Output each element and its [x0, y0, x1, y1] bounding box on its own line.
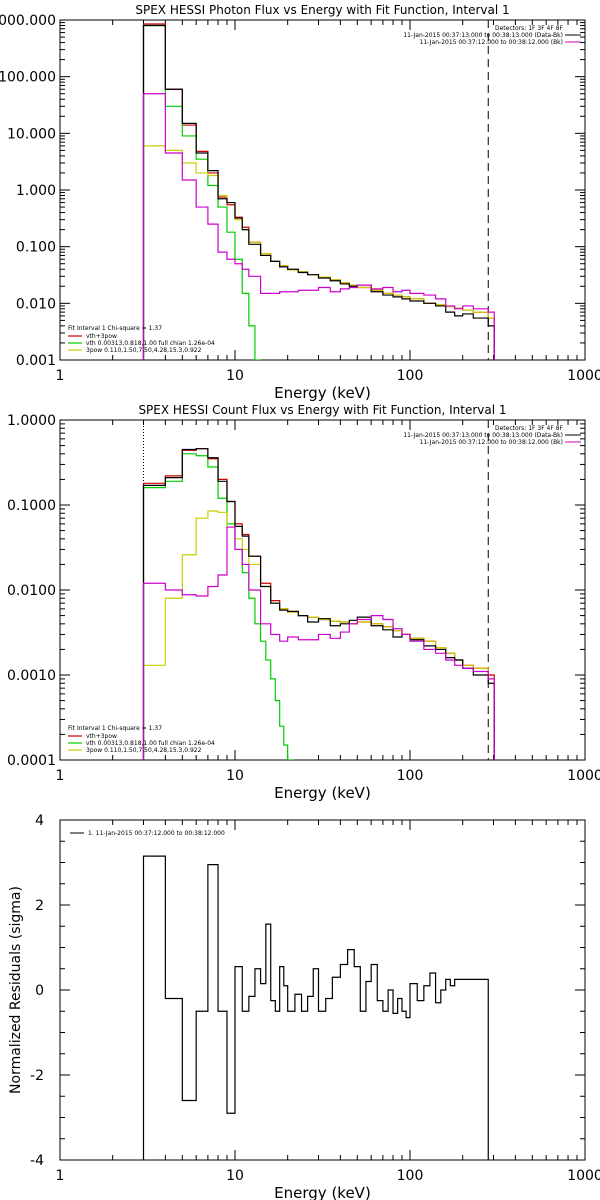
header-line-3: 11-Jan-2015 00:37:12.000 to 00:38:12.000…	[420, 39, 563, 46]
y-tick-label: 1.0000	[7, 413, 56, 429]
x-tick-label: 1000	[567, 1168, 600, 1184]
plot-area	[142, 23, 495, 360]
legend-label: 1. 11-Jan-2015 00:37:12.000 to 00:38:12.…	[88, 830, 225, 837]
y-tick-label: 2	[35, 898, 44, 914]
header-line-3: 11-Jan-2015 00:37:12.000 to 00:38:12.000…	[420, 439, 563, 446]
y-tick-label: 100.000	[0, 70, 56, 86]
y-tick-label: 0.001	[16, 353, 56, 369]
y-tick-label: 4	[35, 813, 44, 829]
y-axis-label: Normalized Residuals (sigma)	[8, 886, 24, 1094]
y-tick-label: 0.0001	[7, 753, 56, 769]
header-line-2: 11-Jan-2015 00:37:13.000 to 00:38:13.000…	[403, 32, 563, 39]
chart-title: SPEX HESSI Photon Flux vs Energy with Fi…	[135, 3, 509, 17]
x-tick-label: 1	[56, 768, 65, 784]
x-tick-label: 1	[56, 368, 65, 384]
series-line-2	[142, 453, 294, 760]
y-tick-label: 0	[35, 983, 44, 999]
legend-label-1: vth+3pow	[86, 333, 117, 340]
series-line-5	[142, 526, 495, 760]
legend-label-2: vth 0.00313,0.818,1.00 full chian 1.26e-…	[86, 340, 215, 347]
x-tick-label: 10	[226, 768, 244, 784]
x-axis-label: Energy (keV)	[274, 784, 371, 802]
x-axis-label: Energy (keV)	[274, 384, 371, 402]
legend-label-2: vth 0.00313,0.818,1.00 full chian 1.26e-…	[86, 740, 215, 747]
chart-panel-2: SPEX HESSI Count Flux vs Energy with Fit…	[7, 403, 600, 802]
plot-area	[142, 855, 489, 1160]
legend-title: Fit Interval 1 Chi-square = 1.37	[68, 725, 162, 732]
plot-frame	[59, 819, 586, 1161]
y-tick-label: -2	[30, 1068, 44, 1084]
series-line-4	[142, 448, 495, 760]
plot-area	[142, 448, 495, 760]
y-tick-label: -4	[30, 1153, 44, 1169]
x-tick-label: 1000	[567, 768, 600, 784]
y-tick-label: 0.1000	[7, 498, 56, 514]
y-tick-label: 0.0010	[7, 668, 56, 684]
y-tick-label: 1000.000	[0, 13, 56, 29]
series-line-2	[142, 24, 261, 360]
x-tick-label: 10	[226, 368, 244, 384]
x-tick-label: 100	[397, 768, 424, 784]
legend-label-1: vth+3pow	[86, 733, 117, 740]
x-tick-label: 100	[397, 368, 424, 384]
y-tick-label: 10.000	[7, 126, 56, 142]
legend-label-3: 3pow 0.110,1.50,7.50,4.28,15.3,0.922	[86, 347, 202, 354]
y-tick-label: 0.010	[16, 296, 56, 312]
y-tick-label: 0.100	[16, 240, 56, 256]
header-line-2: 11-Jan-2015 00:37:13.000 to 00:38:13.000…	[403, 432, 563, 439]
x-tick-label: 1000	[567, 368, 600, 384]
plot-frame	[59, 419, 586, 761]
chart-panel-1: SPEX HESSI Photon Flux vs Energy with Fi…	[0, 3, 600, 402]
series-line-1	[142, 448, 495, 760]
header-line-1: Detectors: 1F 3F 4F 8F	[495, 25, 564, 32]
series-line-1	[142, 855, 489, 1160]
y-tick-label: 1.000	[16, 183, 56, 199]
x-axis-label: Energy (keV)	[274, 1184, 371, 1200]
legend-title: Fit Interval 1 Chi-square = 1.37	[68, 325, 162, 332]
chart-title: SPEX HESSI Count Flux vs Energy with Fit…	[138, 403, 506, 417]
header-line-1: Detectors: 1F 3F 4F 8F	[495, 425, 564, 432]
x-tick-label: 10	[226, 1168, 244, 1184]
x-tick-label: 1	[56, 1168, 65, 1184]
series-line-5	[142, 93, 495, 360]
chart-panel-3: 1 10 100 1000 4 2 0 -2 -4 Energy (keV) Normalized …	[8, 813, 600, 1200]
plot-frame	[59, 19, 586, 361]
legend-label-3: 3pow 0.110,1.50,7.50,4.28,15.3,0.922	[86, 747, 202, 754]
x-tick-label: 100	[397, 1168, 424, 1184]
series-line-3	[142, 510, 495, 760]
y-tick-label: 0.0100	[7, 583, 56, 599]
series-line-3	[142, 145, 495, 360]
series-line-4	[142, 24, 495, 360]
